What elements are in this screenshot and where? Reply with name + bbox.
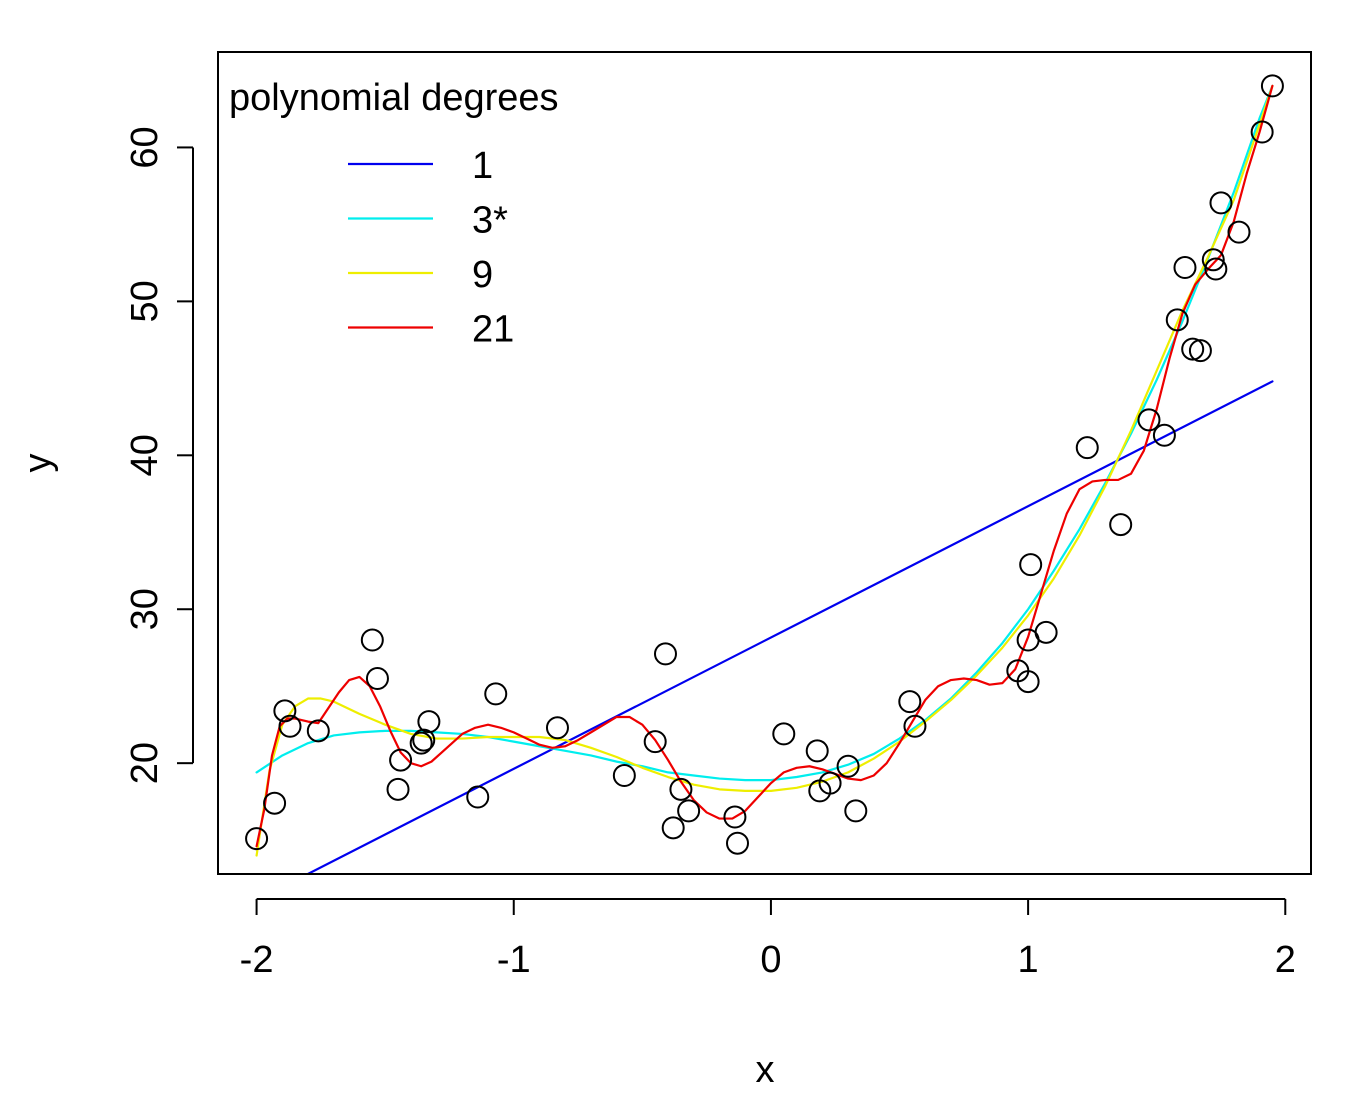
data-point bbox=[677, 799, 701, 823]
series-line-degree-21 bbox=[255, 84, 1274, 848]
y-tick-label: 30 bbox=[124, 588, 166, 630]
data-point bbox=[643, 730, 667, 754]
legend-label-degree-9: 9 bbox=[472, 254, 493, 296]
y-axis: 20 30 40 50 60 bbox=[124, 126, 194, 784]
legend-label-degree-1: 1 bbox=[472, 145, 493, 187]
data-point bbox=[1016, 670, 1040, 694]
data-point bbox=[805, 739, 829, 763]
data-point bbox=[1152, 423, 1176, 447]
y-axis-label: y bbox=[17, 454, 59, 473]
legend: polynomial degrees 1 3* 9 21 bbox=[229, 77, 559, 351]
data-point bbox=[306, 719, 330, 743]
series-line-degree-9 bbox=[255, 84, 1274, 857]
data-point bbox=[1227, 220, 1251, 244]
data-point bbox=[273, 699, 297, 723]
y-tick-label: 50 bbox=[124, 280, 166, 322]
data-point bbox=[484, 682, 508, 706]
data-point bbox=[818, 771, 842, 795]
data-point bbox=[389, 748, 413, 772]
x-tick-label: 0 bbox=[760, 939, 781, 981]
data-point bbox=[417, 710, 441, 734]
data-point bbox=[278, 714, 302, 738]
data-point bbox=[723, 805, 747, 829]
legend-label-degree-21: 21 bbox=[472, 309, 514, 351]
data-point bbox=[726, 831, 749, 855]
legend-title: polynomial degrees bbox=[229, 77, 559, 119]
data-point bbox=[1173, 256, 1197, 280]
data-point bbox=[1109, 513, 1133, 537]
data-point bbox=[409, 731, 433, 755]
data-point bbox=[1201, 248, 1225, 272]
data-point bbox=[836, 754, 860, 778]
data-point bbox=[245, 827, 269, 851]
points-layer bbox=[245, 74, 1284, 855]
data-point bbox=[903, 714, 927, 738]
y-tick-label: 20 bbox=[124, 742, 166, 784]
data-point bbox=[1250, 120, 1274, 144]
data-point bbox=[263, 791, 287, 815]
data-point bbox=[545, 716, 569, 740]
data-point bbox=[386, 777, 410, 801]
data-point bbox=[365, 667, 389, 691]
data-point bbox=[898, 690, 922, 714]
data-point bbox=[661, 816, 685, 840]
data-point bbox=[360, 628, 384, 652]
x-tick-label: 1 bbox=[1018, 939, 1039, 981]
x-tick-label: -2 bbox=[240, 939, 274, 981]
series-line-degree-1 bbox=[305, 380, 1274, 874]
x-axis-label: x bbox=[756, 1049, 775, 1091]
data-point bbox=[1260, 74, 1284, 98]
data-point bbox=[844, 799, 868, 823]
data-point bbox=[1075, 436, 1099, 460]
plot-frame bbox=[217, 51, 1312, 875]
x-tick-label: -1 bbox=[497, 939, 531, 981]
data-point bbox=[1165, 308, 1189, 332]
data-point bbox=[1181, 337, 1205, 361]
data-point bbox=[1188, 339, 1212, 363]
data-point bbox=[1209, 191, 1233, 215]
data-point bbox=[466, 785, 490, 809]
data-point bbox=[1034, 620, 1058, 644]
data-point bbox=[1137, 408, 1161, 432]
y-tick-label: 40 bbox=[124, 434, 166, 476]
data-point bbox=[653, 642, 677, 666]
legend-entries: 1 3* 9 21 bbox=[348, 145, 514, 351]
data-point bbox=[669, 777, 693, 801]
data-point bbox=[772, 722, 796, 746]
y-tick-label: 60 bbox=[124, 126, 166, 168]
data-point bbox=[1019, 553, 1043, 577]
x-tick-label: 2 bbox=[1275, 939, 1296, 981]
data-point bbox=[1204, 257, 1228, 281]
data-point bbox=[612, 763, 636, 787]
legend-label-degree-3: 3* bbox=[472, 200, 508, 242]
data-point bbox=[412, 728, 436, 752]
x-axis: -2 -1 0 1 2 bbox=[240, 898, 1296, 981]
